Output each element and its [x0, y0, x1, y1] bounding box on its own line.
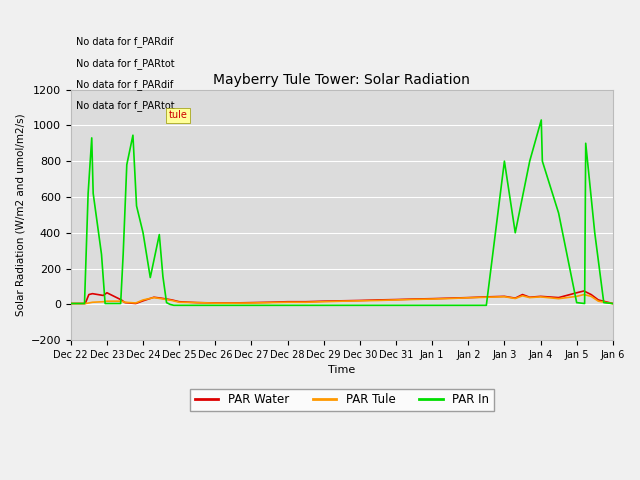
Text: No data for f_PARdif: No data for f_PARdif: [76, 79, 173, 90]
Title: Mayberry Tule Tower: Solar Radiation: Mayberry Tule Tower: Solar Radiation: [213, 73, 470, 87]
Text: No data for f_PARdif: No data for f_PARdif: [76, 36, 173, 48]
Text: No data for f_PARtot: No data for f_PARtot: [76, 100, 175, 111]
X-axis label: Time: Time: [328, 365, 355, 375]
Text: tule: tule: [168, 110, 188, 120]
Y-axis label: Solar Radiation (W/m2 and umol/m2/s): Solar Radiation (W/m2 and umol/m2/s): [15, 114, 25, 316]
Legend: PAR Water, PAR Tule, PAR In: PAR Water, PAR Tule, PAR In: [190, 389, 493, 411]
Text: No data for f_PARtot: No data for f_PARtot: [76, 58, 175, 69]
